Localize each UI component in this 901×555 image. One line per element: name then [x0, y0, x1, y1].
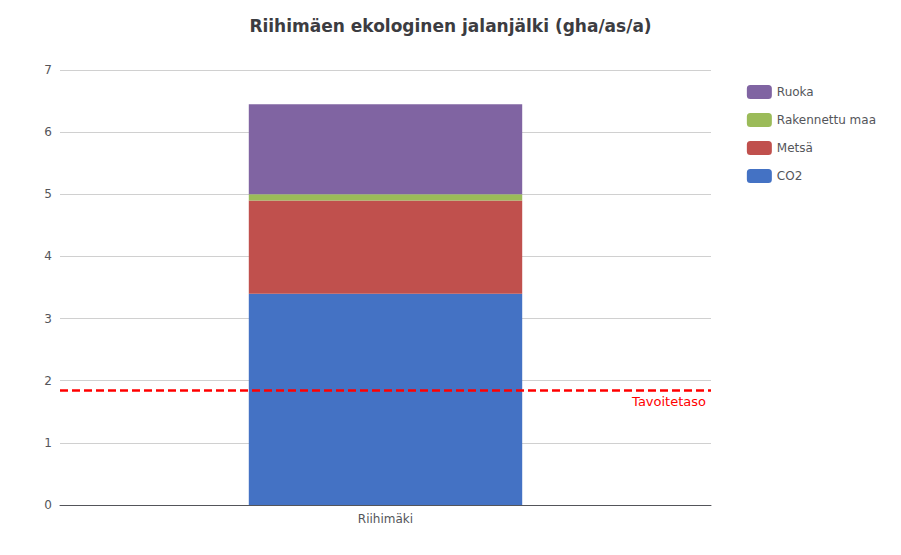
svg-text:6: 6: [44, 125, 52, 139]
svg-text:Riihimäki: Riihimäki: [358, 512, 413, 526]
svg-text:Tavoitetaso: Tavoitetaso: [631, 394, 706, 409]
svg-text:3: 3: [44, 312, 52, 326]
svg-text:0: 0: [44, 498, 52, 512]
svg-text:2: 2: [44, 374, 52, 388]
svg-text:1: 1: [44, 436, 52, 450]
svg-text:4: 4: [44, 249, 52, 263]
svg-text:5: 5: [44, 187, 52, 201]
svg-text:Metsä: Metsä: [777, 141, 813, 155]
svg-text:CO2: CO2: [777, 169, 802, 183]
svg-text:Ruoka: Ruoka: [777, 85, 814, 99]
svg-text:Riihimäen ekologinen jalanjälk: Riihimäen ekologinen jalanjälki (gha/as/…: [249, 16, 651, 36]
svg-text:Rakennettu maa: Rakennettu maa: [777, 113, 876, 127]
svg-text:7: 7: [44, 63, 52, 77]
